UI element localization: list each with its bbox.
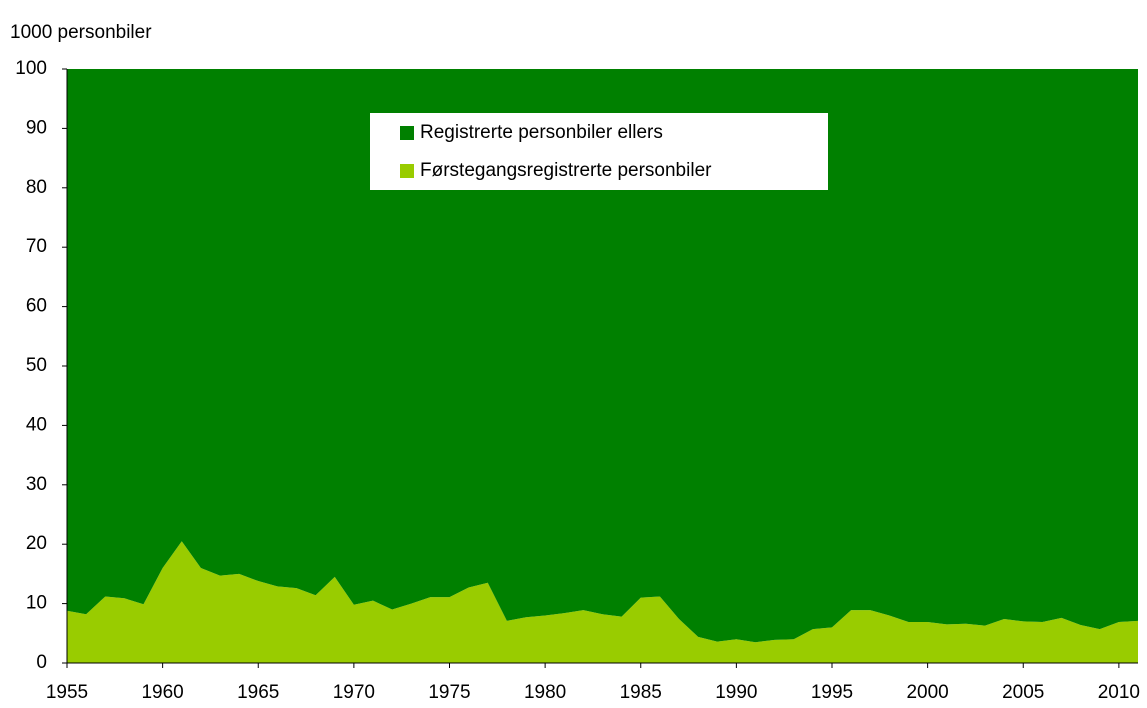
y-tick-label: 80: [26, 177, 47, 198]
x-tick-label: 1960: [141, 682, 183, 703]
x-tick-label: 1955: [46, 682, 88, 703]
y-tick-label: 100: [15, 58, 47, 79]
y-tick-label: 70: [26, 236, 47, 257]
y-tick-label: 90: [26, 117, 47, 138]
x-tick-label: 1980: [524, 682, 566, 703]
x-tick-label: 2010: [1098, 682, 1140, 703]
legend-swatch: [400, 164, 414, 178]
x-tick-label: 1975: [428, 682, 470, 703]
y-tick-label: 20: [26, 533, 47, 554]
area: [67, 541, 1138, 663]
y-tick-label: 10: [26, 593, 47, 614]
y-tick-label: 0: [36, 652, 47, 673]
y-axis-label: 1000 personbiler: [10, 22, 152, 43]
y-tick-label: 30: [26, 474, 47, 495]
y-tick-label: 40: [26, 414, 47, 435]
legend: Registrerte personbiler ellers Førstegang…: [370, 113, 828, 190]
y-tick-label: 60: [26, 296, 47, 317]
y-tick-label: 50: [26, 355, 47, 376]
x-tick-label: 1995: [811, 682, 853, 703]
x-tick-label: 1965: [237, 682, 279, 703]
legend-swatch: [400, 126, 414, 140]
legend-label: Førstegangsregistrerte personbiler: [420, 160, 712, 181]
x-tick-label: 1985: [620, 682, 662, 703]
x-tick-label: 1990: [715, 682, 757, 703]
x-tick-label: 2005: [1002, 682, 1044, 703]
x-tick-label: 2000: [906, 682, 948, 703]
legend-box: [370, 113, 828, 190]
legend-label: Registrerte personbiler ellers: [420, 122, 663, 143]
x-tick-label: 1970: [333, 682, 375, 703]
area: [67, 69, 1138, 643]
